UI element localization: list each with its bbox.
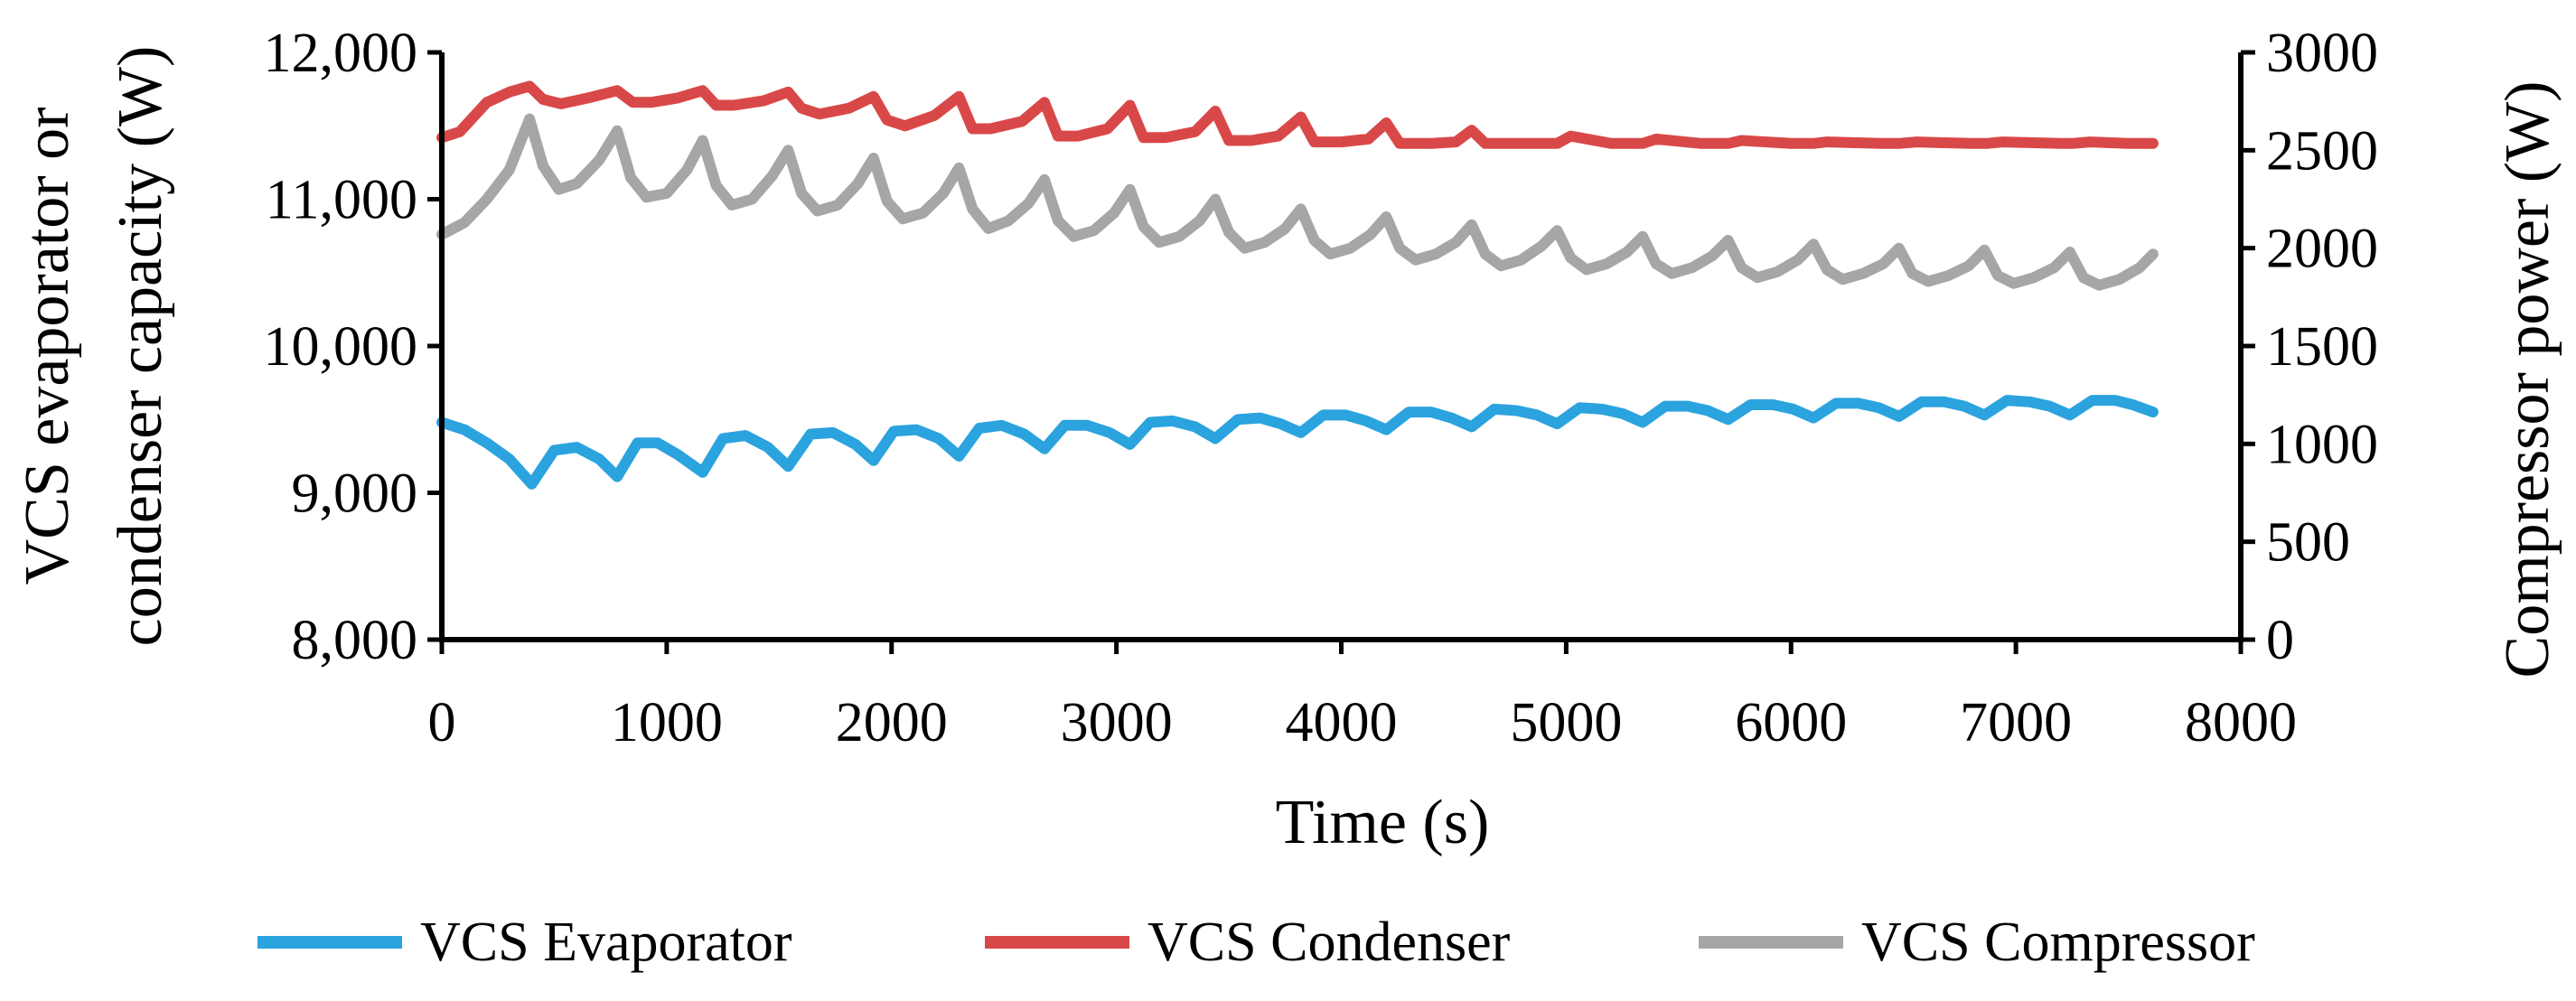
right-y-tick-label: 1500 bbox=[2266, 316, 2378, 378]
x-tick-label: 7000 bbox=[1960, 692, 2072, 753]
right-y-axis-ticks: 0 500 1000 1500 2000 2500 3000 bbox=[2241, 23, 2378, 671]
x-axis-title: Time (s) bbox=[1276, 788, 1490, 857]
right-y-axis-title: Compressor power (W) bbox=[2493, 81, 2562, 678]
left-y-tick-label: 10,000 bbox=[264, 316, 418, 378]
legend-label-condenser: VCS Condenser bbox=[1147, 912, 1511, 973]
legend-item-condenser: VCS Condenser bbox=[985, 912, 1511, 973]
left-y-axis-title: VCS evaporator or condenser capacity (W) bbox=[13, 46, 175, 647]
legend-item-evaporator: VCS Evaporator bbox=[258, 912, 792, 973]
legend: VCS Evaporator VCS Condenser VCS Compres… bbox=[258, 912, 2255, 973]
series-line-vcs-compressor bbox=[436, 113, 2159, 291]
legend-label-evaporator: VCS Evaporator bbox=[420, 912, 792, 973]
x-tick-label: 8000 bbox=[2185, 692, 2297, 753]
right-y-tick-label: 3000 bbox=[2266, 23, 2378, 84]
left-y-tick-label: 8,000 bbox=[292, 610, 418, 671]
legend-item-compressor: VCS Compressor bbox=[1699, 912, 2255, 973]
right-y-tick-label: 2500 bbox=[2266, 120, 2378, 182]
right-y-tick-label: 1000 bbox=[2266, 414, 2378, 475]
left-y-axis-title-line-1: VCS evaporator or bbox=[13, 108, 82, 585]
left-y-axis-title-line-2: condenser capacity (W) bbox=[106, 46, 175, 647]
legend-label-compressor: VCS Compressor bbox=[1861, 912, 2255, 973]
right-y-tick-label: 500 bbox=[2266, 512, 2350, 574]
x-tick-label: 2000 bbox=[836, 692, 948, 753]
x-tick-label: 4000 bbox=[1286, 692, 1398, 753]
series-line-vcs-condenser bbox=[436, 80, 2159, 149]
right-y-axis-title-text: Compressor power (W) bbox=[2493, 81, 2562, 678]
x-axis-ticks: 0 1000 2000 3000 4000 5000 6000 7000 8000 bbox=[428, 640, 2297, 753]
x-tick-label: 3000 bbox=[1061, 692, 1173, 753]
x-tick-label: 0 bbox=[428, 692, 456, 753]
left-y-tick-label: 9,000 bbox=[292, 463, 418, 525]
series-layer bbox=[436, 80, 2159, 490]
x-tick-label: 6000 bbox=[1735, 692, 1847, 753]
left-y-tick-label: 12,000 bbox=[264, 23, 418, 84]
x-tick-label: 5000 bbox=[1510, 692, 1622, 753]
right-y-tick-label: 2000 bbox=[2266, 219, 2378, 280]
left-y-axis-ticks: 8,000 9,000 10,000 11,000 12,000 bbox=[264, 23, 442, 671]
series-line-vcs-evaporator bbox=[436, 395, 2159, 490]
right-y-tick-label: 0 bbox=[2266, 610, 2294, 671]
x-tick-label: 1000 bbox=[611, 692, 723, 753]
left-y-tick-label: 11,000 bbox=[266, 170, 417, 231]
